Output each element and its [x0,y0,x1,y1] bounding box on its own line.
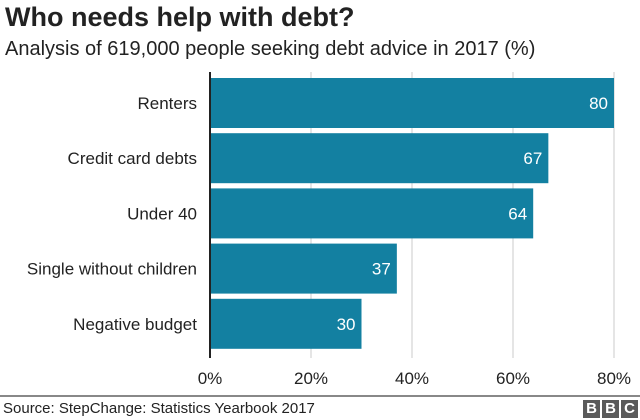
category-label: Single without children [27,260,197,279]
category-label: Credit card debts [68,149,197,168]
bar [210,133,549,184]
data-label: 67 [523,149,542,168]
chart-subtitle: Analysis of 619,000 people seeking debt … [5,38,536,60]
bar [210,298,362,349]
x-tick-label: 0% [198,369,223,388]
bar-chart: 0% 20% 40% 60% 80% Renters 80 Credit card debts… [27,72,631,388]
bar [210,78,614,128]
category-label: Negative budget [73,315,197,334]
bar [210,188,534,239]
category-label: Renters [137,94,197,113]
bar [210,243,397,294]
data-label: 37 [372,260,391,279]
x-tick-label: 40% [395,369,429,388]
x-tick-label: 20% [294,369,328,388]
category-label: Under 40 [127,204,197,223]
chart-title: Who needs help with debt? [5,2,355,32]
x-tick-label: 80% [597,369,631,388]
source-note: Source: StepChange: Statistics Yearbook … [3,400,315,417]
footer-divider [0,395,640,397]
x-tick-label: 60% [496,369,530,388]
data-label: 64 [508,204,527,223]
data-label: 80 [589,94,608,113]
data-label: 30 [337,315,356,334]
